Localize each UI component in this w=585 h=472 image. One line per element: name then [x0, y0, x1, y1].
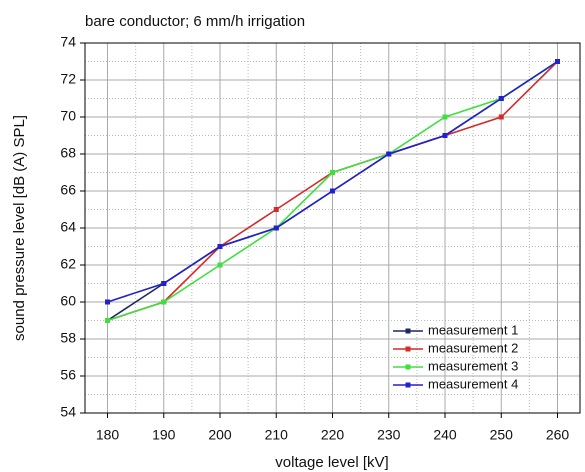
y-tick-label: 66: [60, 182, 76, 198]
point: [386, 151, 392, 157]
y-tick-label: 62: [60, 256, 76, 272]
x-axis-label: voltage level [kV]: [275, 454, 388, 471]
point: [330, 188, 335, 194]
plot-frame: [84, 42, 581, 414]
point: [330, 170, 335, 175]
point: [273, 207, 279, 212]
x-tick-label: 260: [546, 427, 570, 443]
x-tick-label: 240: [433, 427, 457, 443]
legend-marker: [405, 346, 411, 352]
legend: measurement 1 measurement 2 measurement 3 m…: [393, 322, 518, 391]
point: [105, 318, 110, 323]
y-tick-label: 56: [60, 367, 76, 383]
point: [555, 59, 560, 64]
legend-marker: [405, 328, 411, 334]
point: [105, 299, 110, 305]
x-tick-label: 180: [96, 427, 120, 443]
point: [217, 262, 223, 268]
point: [442, 133, 448, 138]
point: [273, 225, 279, 231]
point: [498, 96, 504, 101]
legend-label: measurement 4: [428, 376, 518, 391]
y-tick-label: 58: [60, 330, 76, 346]
point: [442, 114, 448, 120]
y-tick-label: 64: [60, 219, 76, 235]
x-tick-label: 200: [208, 427, 232, 443]
legend-label: measurement 3: [428, 358, 518, 373]
x-tick-label: 190: [152, 427, 176, 443]
x-tick-label: 220: [321, 427, 345, 443]
y-tick-label: 68: [60, 145, 76, 161]
x-tick-label: 230: [377, 427, 401, 443]
legend-label: measurement 1: [428, 322, 518, 337]
legend-label: measurement 2: [428, 340, 518, 355]
point: [217, 244, 223, 249]
point: [161, 281, 167, 286]
x-tick-label: 250: [490, 427, 514, 443]
legend-marker: [405, 382, 411, 388]
chart-title: bare conductor; 6 mm/h irrigation: [85, 13, 305, 30]
legend-marker: [405, 364, 411, 370]
point: [161, 299, 167, 305]
y-tick-label: 60: [60, 293, 76, 309]
x-tick-label: 210: [265, 427, 289, 443]
point: [498, 114, 504, 120]
y-tick-label: 74: [60, 34, 76, 50]
y-tick-label: 72: [60, 71, 76, 87]
y-tick-label: 70: [60, 108, 76, 124]
y-axis-label: sound pressure level [dB (A) SPL]: [11, 115, 28, 341]
y-tick-label: 54: [60, 404, 76, 420]
